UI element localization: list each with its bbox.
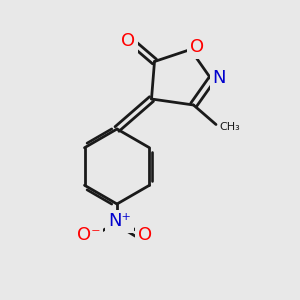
Text: N: N	[212, 69, 226, 87]
Text: O: O	[121, 32, 135, 50]
Text: CH₃: CH₃	[220, 122, 240, 133]
Text: O⁻: O⁻	[77, 226, 100, 244]
Text: O: O	[137, 226, 152, 244]
Text: O: O	[190, 38, 204, 56]
Text: N⁺: N⁺	[108, 212, 131, 230]
